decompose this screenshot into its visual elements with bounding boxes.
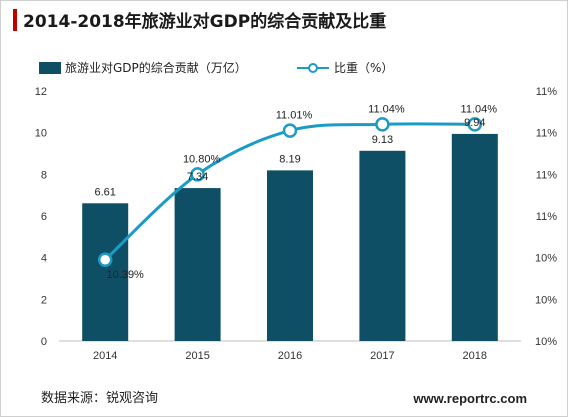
y-left-tick-label: 4 [41,253,47,265]
line-point [282,123,298,138]
y-right-tick-label: 10% [535,336,557,348]
bar [359,150,406,341]
legend: 旅游业对GDP的综合贡献（万亿） 比重（%） [39,60,393,75]
bar-data-label: 6.61 [94,186,115,198]
line-data-label: 11.01% [276,110,313,122]
x-tick-label: 2015 [185,350,209,362]
line-data-label: 10.80% [183,153,221,165]
line-data-label: 11.04% [461,103,498,115]
y-left-tick-label: 6 [41,211,47,223]
bar [82,203,129,341]
line-data-label: 11.04% [368,103,405,115]
legend-bar-swatch [39,62,61,74]
line-data-label: 10.39% [107,269,145,281]
legend-bar-label: 旅游业对GDP的综合贡献（万亿） [65,60,247,75]
legend-line-marker [308,63,318,73]
legend-line-label: 比重（%） [334,61,393,75]
y-left-tick-label: 10 [35,128,47,140]
source-note: 数据来源：锐观咨询 [41,391,159,406]
y-right-tick-label: 11% [536,86,557,98]
title-accent-bar [13,9,17,31]
bar-data-label: 8.19 [279,153,300,165]
bar [267,170,313,341]
line-point [467,117,483,132]
x-tick-label: 2014 [93,350,117,362]
x-tick-label: 2018 [463,350,487,362]
y-right-tick-label: 11% [536,169,557,181]
bar-data-label: 9.94 [464,117,485,129]
chart-title: 2014-2018年旅游业对GDP的综合贡献及比重 [23,12,387,32]
bar-data-label: 7.34 [187,171,208,183]
line-point [97,252,113,267]
y-left-tick-label: 12 [35,86,47,98]
y-right-tick-label: 10% [535,294,557,306]
y-left-tick-label: 0 [41,336,47,348]
x-tick-label: 2016 [278,350,302,362]
y-right-tick-label: 10% [535,253,557,265]
y-right-tick-label: 11% [536,128,557,140]
y-left-tick-label: 2 [41,294,47,306]
bar [451,133,498,341]
line-point [190,167,205,182]
site-url: www.reportrc.com [413,391,527,406]
bar [174,188,221,341]
line-point [375,117,390,132]
y-left-tick-label: 8 [41,169,47,181]
y-right-tick-label: 11% [536,211,557,223]
x-tick-label: 2017 [370,350,394,362]
bar-data-label: 9.13 [372,134,393,146]
